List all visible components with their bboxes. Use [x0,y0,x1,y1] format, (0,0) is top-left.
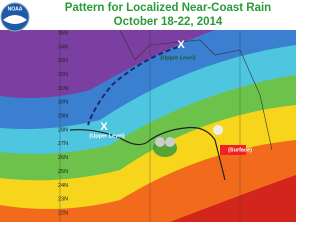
latitude-label: 22N [58,210,68,216]
latitude-label: 28N [58,127,68,133]
latitude-label: 34N [58,44,68,50]
latitude-label: 23N [58,197,68,203]
latitude-label: 31N [58,86,68,92]
state-borders [119,29,273,151]
latitude-label: 27N [58,141,68,147]
latitude-label: 26N [58,155,68,161]
band-purple [0,30,215,98]
cloud-icon [155,137,165,147]
cloud-icon [213,125,223,135]
logo-text: NOAA [8,6,23,12]
latitude-label: 32N [58,72,68,78]
title: Pattern for Localized Near-Coast Rain [65,2,271,14]
latitude-label: 25N [58,169,68,175]
annotation: (Surface) [228,147,252,153]
marker: X [177,39,185,51]
header-background [0,0,296,30]
cloud-icon [165,137,175,147]
surface-low-box [220,145,246,155]
latitude-label: 35N [58,30,68,36]
header: NOAA Pattern for Localized Near-Coast Ra… [0,2,271,32]
upper-level-track [87,46,179,126]
annotation: (Upper Level) [89,133,124,139]
latitude-label: 30N [58,100,68,106]
graticule [59,30,241,222]
latitude-labels: 35N 34N 33N 32N 31N 30N 29N 28N 27N 26N 25N 24N 23N 2… [58,30,68,216]
coastline [69,126,226,181]
logo-gull [3,15,27,24]
latitude-label: 33N [58,58,68,64]
weather-map-page: X X (Upper Level) (Upper Level) (Surface… [0,0,296,222]
latitude-label: 29N [58,114,68,120]
subtitle: October 18-22, 2014 [114,16,223,28]
annotation: (Upper Level) [160,55,195,61]
map: X X (Upper Level) (Upper Level) (Surface… [0,29,296,222]
marker: X [100,121,108,133]
latitude-label: 24N [58,183,68,189]
